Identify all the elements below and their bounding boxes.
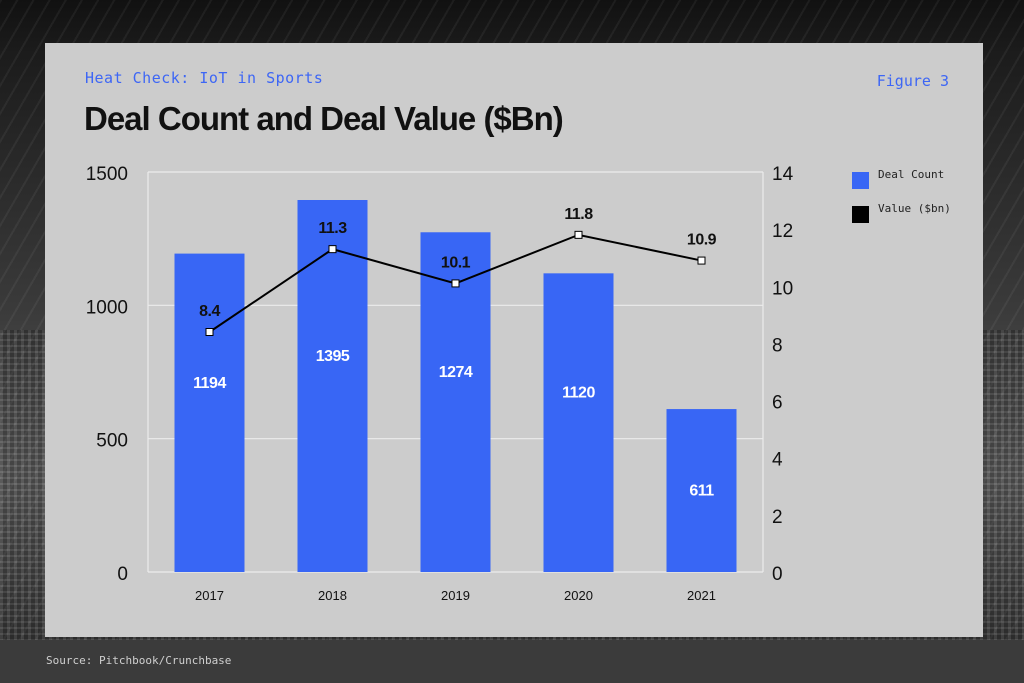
bar-label-2019: 1274 bbox=[439, 364, 473, 381]
x-tick-2018: 2018 bbox=[318, 588, 347, 603]
value-point-2018 bbox=[328, 245, 337, 254]
legend-label-deal-count: Deal Count bbox=[878, 168, 945, 181]
stadium-field bbox=[0, 640, 1024, 683]
legend-item-deal-count: Deal Count bbox=[852, 168, 951, 202]
value-point-2019 bbox=[451, 279, 460, 288]
y-right-tick-0: 0 bbox=[772, 564, 783, 585]
y-right-tick-10: 10 bbox=[772, 278, 793, 299]
y-left-tick-500: 500 bbox=[96, 431, 128, 452]
chart-legend: Deal Count Value ($bn) bbox=[852, 168, 951, 236]
x-tick-2017: 2017 bbox=[195, 588, 224, 603]
y-left-tick-0: 0 bbox=[117, 564, 128, 585]
y-left-tick-1500: 1500 bbox=[86, 164, 128, 185]
bar-2019 bbox=[420, 232, 491, 572]
value-label-2017: 8.4 bbox=[199, 303, 220, 320]
y-right-tick-6: 6 bbox=[772, 393, 783, 414]
y-right-tick-4: 4 bbox=[772, 450, 783, 471]
bar-2018 bbox=[297, 200, 368, 572]
bar-2021 bbox=[666, 409, 737, 572]
y-right-tick-12: 12 bbox=[772, 221, 793, 242]
source-note: Source: Pitchbook/Crunchbase bbox=[46, 654, 232, 667]
bar-label-2021: 611 bbox=[689, 483, 714, 500]
value-point-2017 bbox=[205, 328, 214, 336]
value-label-2020: 11.8 bbox=[564, 206, 593, 223]
bar-2020 bbox=[543, 273, 614, 572]
y-right-tick-2: 2 bbox=[772, 507, 783, 528]
figure-label: Figure 3 bbox=[876, 72, 949, 90]
value-label-2019: 10.1 bbox=[441, 254, 471, 271]
legend-swatch-value bbox=[852, 206, 869, 223]
bar-label-2018: 1395 bbox=[316, 348, 350, 365]
value-label-2018: 11.3 bbox=[318, 220, 347, 237]
y-right-tick-14: 14 bbox=[772, 164, 794, 185]
value-point-2021 bbox=[697, 256, 706, 265]
x-tick-2020: 2020 bbox=[564, 588, 593, 603]
legend-label-value: Value ($bn) bbox=[878, 202, 951, 215]
value-label-2021: 10.9 bbox=[687, 232, 717, 249]
x-tick-2021: 2021 bbox=[687, 588, 716, 603]
y-left-tick-1000: 1000 bbox=[86, 297, 128, 318]
legend-swatch-deal-count bbox=[852, 172, 869, 189]
eyebrow-label: Heat Check: IoT in Sports bbox=[85, 69, 324, 87]
value-point-2020 bbox=[574, 230, 583, 239]
legend-item-value: Value ($bn) bbox=[852, 202, 951, 236]
x-tick-2019: 2019 bbox=[441, 588, 470, 603]
chart-title: Deal Count and Deal Value ($Bn) bbox=[84, 100, 564, 137]
bar-2017 bbox=[174, 253, 245, 572]
bar-label-2017: 1194 bbox=[193, 375, 226, 392]
y-right-tick-8: 8 bbox=[772, 335, 783, 356]
bar-label-2020: 1120 bbox=[562, 385, 595, 402]
